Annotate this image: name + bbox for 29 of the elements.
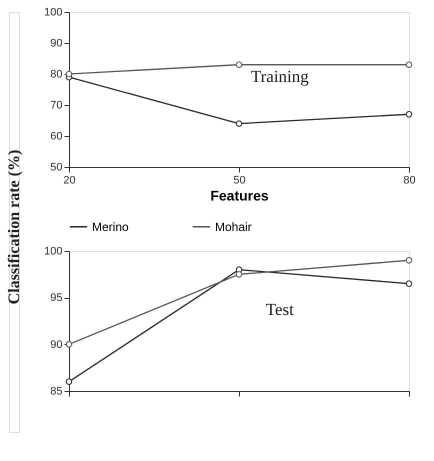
point — [406, 61, 412, 68]
y-tick-label: 95 — [50, 292, 62, 304]
point — [406, 257, 412, 264]
y-tick-label: 60 — [50, 130, 62, 142]
point — [66, 378, 72, 385]
y-tick-label: 85 — [50, 386, 62, 398]
y-tick-label: 50 — [50, 162, 62, 174]
point — [406, 111, 412, 118]
y-tick-label: 80 — [50, 68, 62, 80]
y-tick-label: 100 — [44, 6, 62, 18]
legend-label: Merino — [92, 220, 130, 234]
y-tick-label: 90 — [50, 38, 62, 50]
y-tick-label: 70 — [50, 100, 62, 112]
point — [236, 120, 242, 127]
point — [66, 341, 72, 348]
y-axis-title: Classification rate (%) — [6, 150, 23, 304]
point — [406, 280, 412, 287]
x-tick-label: 80 — [403, 174, 416, 186]
x-axis-title: Features — [210, 188, 269, 204]
annotation: Training — [250, 67, 310, 86]
y-tick-label: 90 — [50, 338, 62, 351]
point — [236, 271, 242, 278]
annotation: Test — [266, 300, 294, 319]
point — [66, 70, 72, 78]
x-tick-label: 20 — [63, 174, 76, 186]
legend-label: Mohair — [215, 220, 252, 234]
point — [236, 61, 242, 68]
x-tick-label: 50 — [233, 174, 246, 186]
y-tick-label: 100 — [44, 246, 62, 258]
